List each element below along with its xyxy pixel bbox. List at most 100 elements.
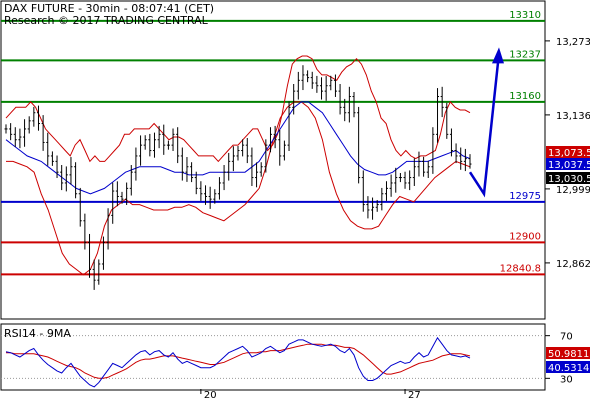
rsi-badge-value-bg	[546, 361, 590, 373]
price-badge-upper: 13,073.5	[546, 146, 590, 159]
price-bar	[88, 233, 92, 278]
price-bar	[9, 123, 13, 141]
price-bar	[36, 105, 40, 131]
price-bar	[162, 124, 166, 155]
price-bar	[139, 135, 143, 166]
price-bar	[371, 197, 375, 220]
price-bar	[92, 259, 96, 290]
price-bar	[27, 116, 31, 134]
price-bar	[412, 158, 416, 186]
price-bar	[50, 151, 54, 166]
price-bar	[245, 138, 249, 164]
price-bar	[83, 213, 87, 250]
price-bar	[185, 157, 189, 182]
price-bar	[403, 171, 407, 189]
yaxis-layer: 13,273 13,136 12,999 12,862 70 30	[545, 37, 590, 385]
forecast-layer	[468, 47, 504, 198]
rsi-ytick-label-1: 30	[560, 374, 573, 385]
price-bar	[343, 98, 347, 122]
moving-average-line	[5, 101, 471, 195]
price-bar	[74, 162, 78, 199]
price-bar	[338, 83, 342, 115]
price-bar	[454, 143, 458, 164]
price-bar	[227, 152, 231, 181]
price-bar	[329, 75, 333, 91]
price-bar	[217, 177, 221, 200]
price-bar	[282, 140, 286, 161]
price-bar	[236, 146, 240, 161]
price-bar	[250, 147, 254, 186]
price-bar	[278, 130, 282, 166]
price-bar	[301, 65, 305, 91]
price-badge-last: 13,030.5	[546, 172, 590, 185]
price-bar	[241, 139, 245, 157]
price-bar	[23, 119, 27, 147]
price-bar	[306, 70, 310, 83]
rsi-line	[5, 336, 471, 388]
price-bar	[134, 147, 138, 181]
price-bar	[255, 162, 259, 188]
price-bar	[320, 77, 324, 100]
price-bar	[115, 181, 119, 207]
bands-layer	[5, 55, 471, 276]
price-bar	[315, 75, 319, 93]
price-badge-ma-bg	[546, 158, 590, 170]
price-badge-upper-text: 13,073.5	[548, 148, 590, 159]
price-bar	[55, 155, 59, 178]
xtick-label-1: 27	[408, 390, 421, 400]
price-bar	[199, 181, 203, 201]
price-bar	[333, 74, 337, 97]
price-bar	[310, 71, 314, 89]
price-bar	[273, 125, 277, 149]
price-bar	[129, 165, 133, 196]
rsi-badge-ma: 50.9811	[546, 347, 590, 360]
price-bar	[380, 187, 384, 211]
xtick-label-0: 20	[204, 390, 217, 400]
price-bar	[46, 132, 50, 166]
price-bar	[366, 196, 370, 219]
rsi-layer	[1, 335, 545, 388]
price-bar	[143, 135, 147, 150]
price-bar	[148, 133, 152, 157]
xaxis-layer: 20 27	[200, 389, 421, 400]
bollinger-lower-line	[6, 101, 471, 276]
price-bar	[190, 162, 194, 183]
price-panel	[0, 0, 546, 320]
price-bar	[97, 259, 101, 285]
level-label-3: 12975	[509, 191, 541, 202]
price-badge-last-bg	[546, 172, 590, 184]
level-label-4: 12900	[509, 231, 541, 242]
price-bar	[13, 127, 17, 147]
price-bar	[375, 200, 379, 212]
levels-layer: 13310 13237 13160 12975 12900 12840.8	[1, 10, 545, 276]
price-bar	[106, 208, 110, 250]
ytick-label-1: 13,136	[556, 111, 590, 122]
price-bar	[436, 88, 440, 143]
price-bar	[357, 106, 361, 184]
rsi-badge-ma-text: 50.9811	[548, 349, 589, 360]
price-bar	[231, 146, 235, 172]
price-bar	[459, 147, 463, 170]
rsi-badge-ma-bg	[546, 347, 590, 359]
price-bar	[296, 71, 300, 100]
rsi-title: RSI14 - 9MA	[4, 327, 71, 340]
level-label-0: 13310	[509, 10, 541, 21]
ytick-label-2: 12,999	[556, 185, 590, 196]
rsi-badge-value: 40.5314	[546, 361, 590, 374]
price-bar	[468, 154, 472, 169]
price-bar	[449, 128, 453, 157]
price-bar	[78, 187, 82, 227]
price-bar	[431, 127, 435, 174]
level-label-5: 12840.8	[500, 263, 541, 274]
level-label-1: 13237	[509, 49, 541, 60]
price-bar	[398, 173, 402, 183]
price-badge-ma: 13,037.5	[546, 158, 590, 171]
rsi-panel	[0, 323, 546, 391]
rsi-badge-value-text: 40.5314	[548, 363, 589, 374]
forecast-arrow-head	[492, 47, 504, 64]
bollinger-upper-line	[5, 55, 471, 163]
price-badge-ma-text: 13,037.5	[548, 160, 590, 171]
price-bar	[125, 182, 129, 205]
price-bar	[180, 147, 184, 181]
